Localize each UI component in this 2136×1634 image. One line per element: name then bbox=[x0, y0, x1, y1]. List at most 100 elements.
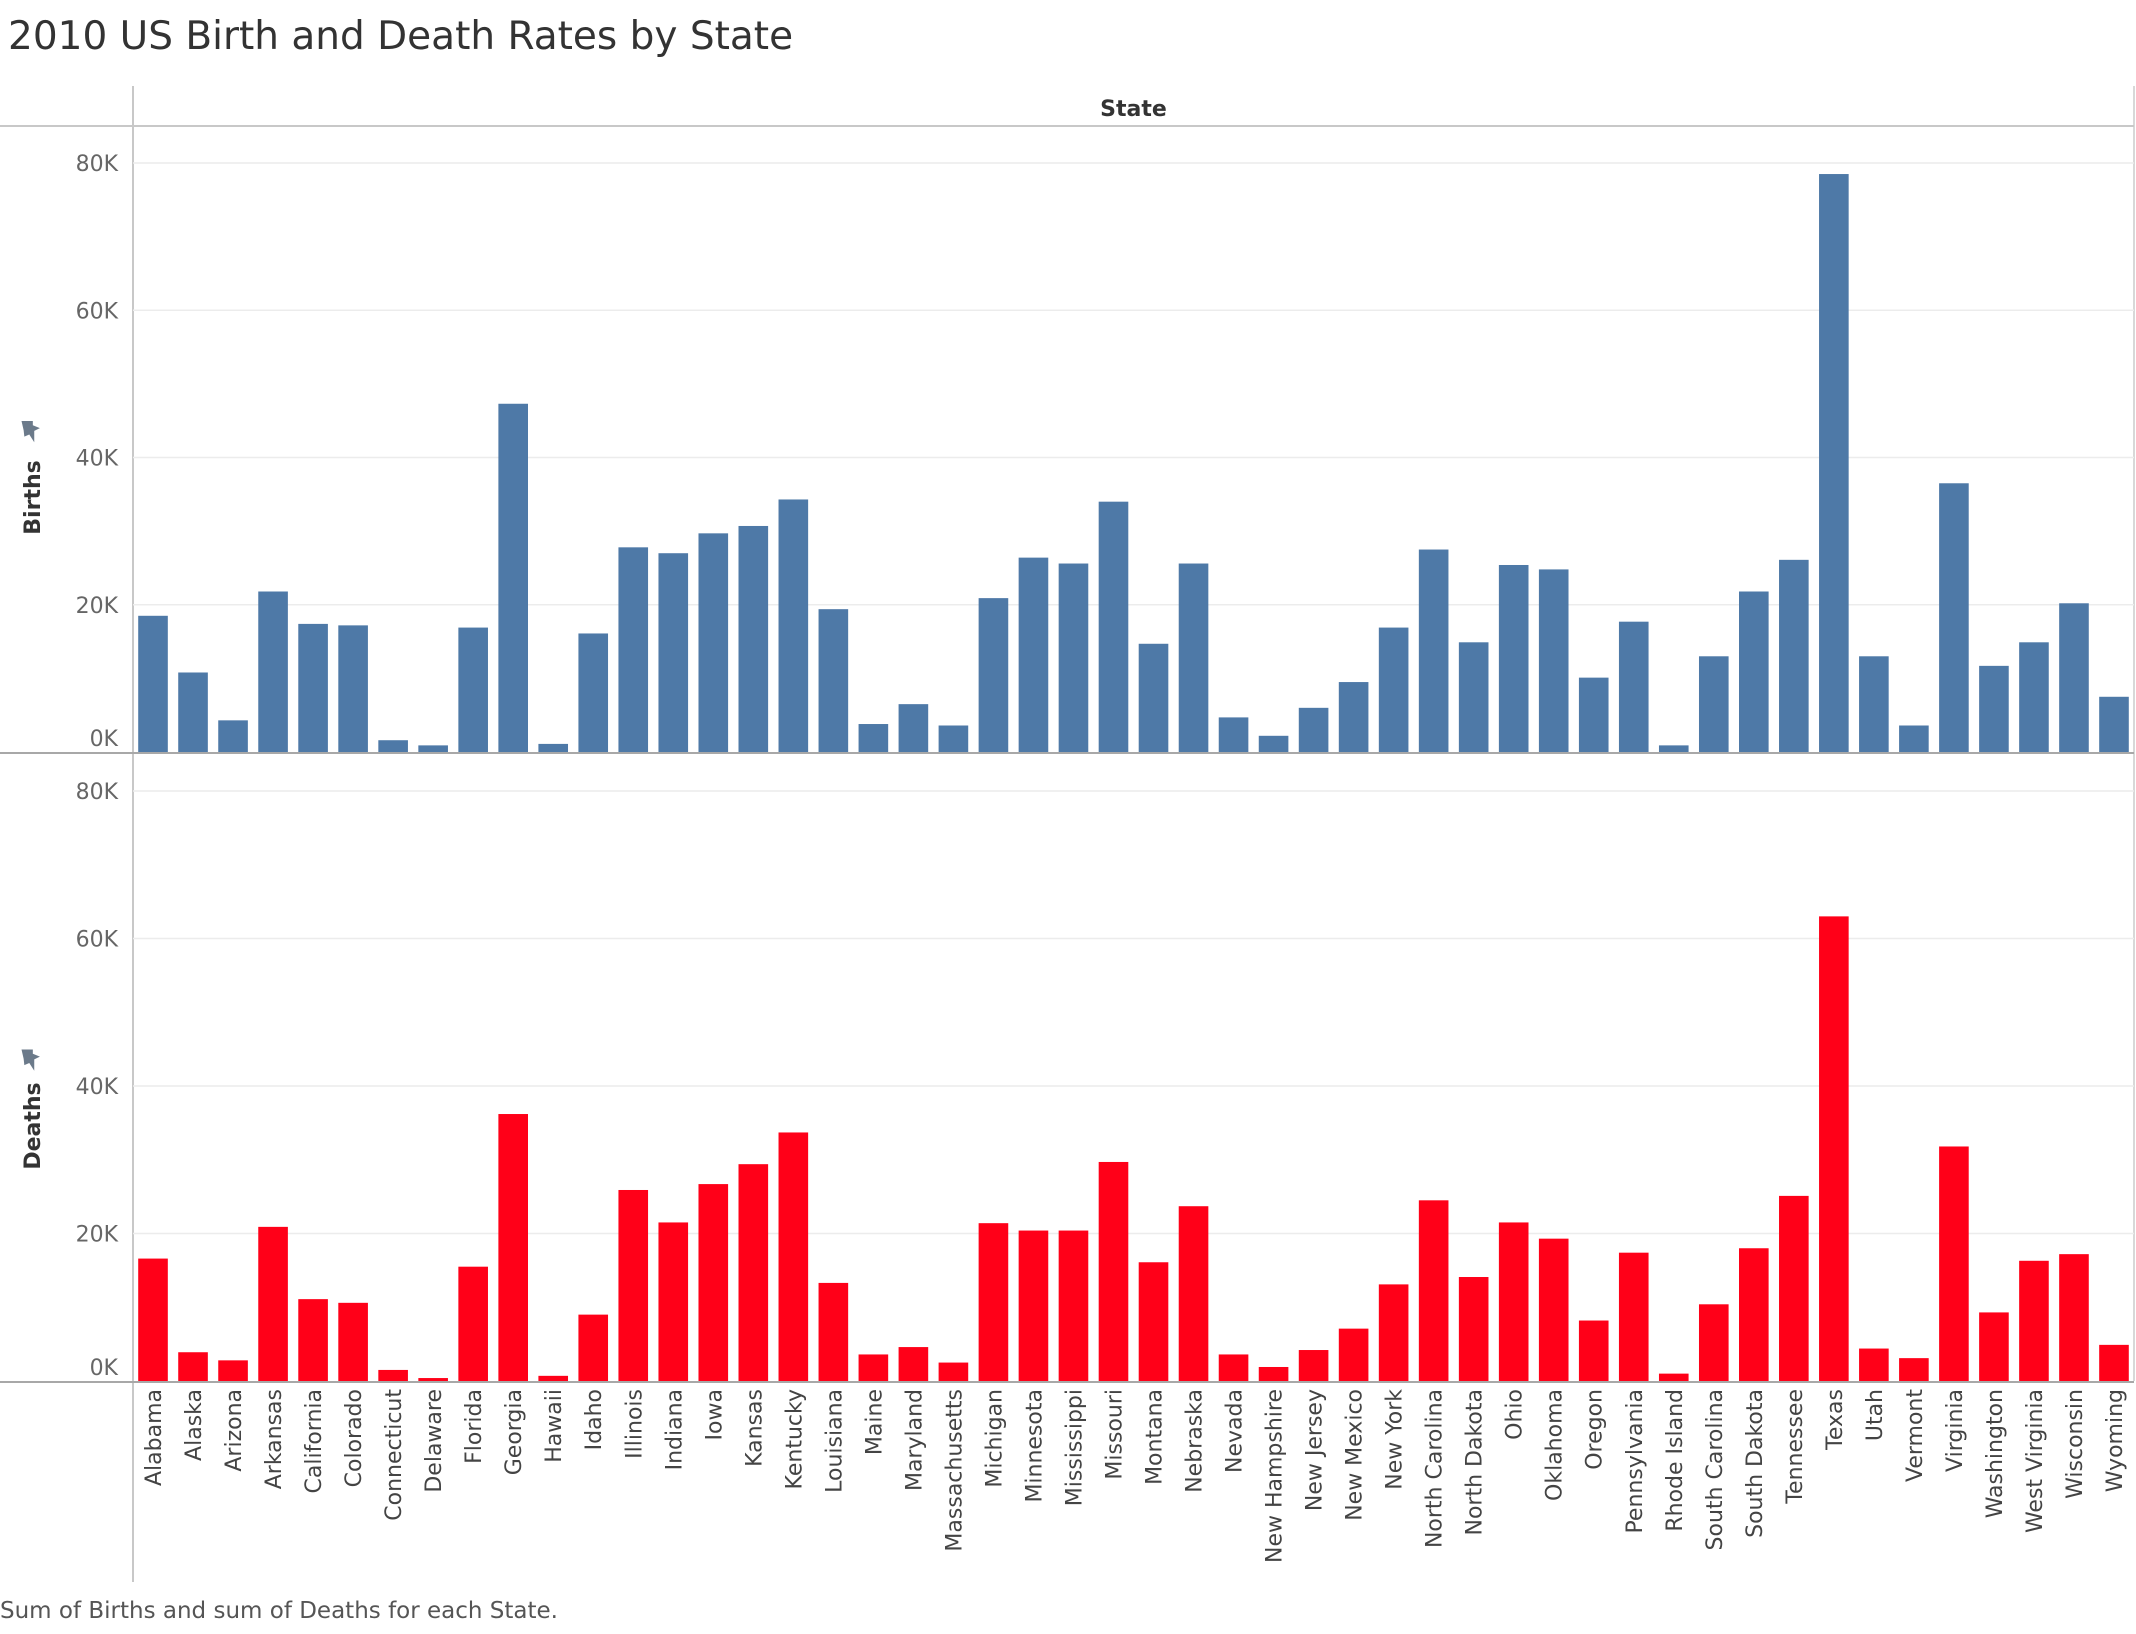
bar-deaths[interactable] bbox=[1458, 1277, 1489, 1381]
bar-deaths[interactable] bbox=[298, 1299, 328, 1381]
bar-births[interactable] bbox=[138, 615, 168, 752]
bar-births[interactable] bbox=[378, 740, 408, 752]
bar-births[interactable] bbox=[1298, 707, 1329, 752]
bar-births[interactable] bbox=[1939, 483, 1969, 752]
bar-births[interactable] bbox=[1338, 682, 1369, 752]
bar-births[interactable] bbox=[1819, 174, 1849, 752]
bar-births[interactable] bbox=[1578, 677, 1609, 752]
bar-births[interactable] bbox=[578, 633, 609, 752]
bar-births[interactable] bbox=[1538, 569, 1569, 752]
bar-births[interactable] bbox=[1658, 745, 1689, 752]
bar-births[interactable] bbox=[738, 525, 769, 752]
bar-births[interactable] bbox=[1979, 665, 2009, 752]
bar-births[interactable] bbox=[1618, 621, 1649, 752]
bar-births[interactable] bbox=[1779, 559, 1809, 752]
bar-deaths[interactable] bbox=[1658, 1373, 1689, 1381]
bar-deaths[interactable] bbox=[778, 1132, 809, 1381]
bar-deaths[interactable] bbox=[698, 1184, 729, 1381]
bar-deaths[interactable] bbox=[458, 1266, 488, 1381]
bar-deaths[interactable] bbox=[1819, 916, 1849, 1381]
bar-deaths[interactable] bbox=[2099, 1344, 2129, 1381]
bar-deaths[interactable] bbox=[178, 1352, 208, 1381]
bar-births[interactable] bbox=[1378, 627, 1409, 752]
bar-births[interactable] bbox=[2059, 603, 2089, 752]
bar-births[interactable] bbox=[338, 625, 368, 752]
bar-deaths[interactable] bbox=[1538, 1238, 1569, 1381]
bar-deaths[interactable] bbox=[978, 1223, 1009, 1381]
bar-deaths[interactable] bbox=[2059, 1254, 2089, 1381]
bar-births[interactable] bbox=[1218, 717, 1249, 752]
bar-births[interactable] bbox=[2099, 696, 2129, 752]
bar-deaths[interactable] bbox=[498, 1114, 528, 1381]
bar-deaths[interactable] bbox=[1258, 1366, 1289, 1381]
bar-births[interactable] bbox=[538, 743, 569, 752]
bar-deaths[interactable] bbox=[1218, 1354, 1249, 1381]
bar-deaths[interactable] bbox=[1178, 1206, 1209, 1381]
bar-deaths[interactable] bbox=[938, 1362, 969, 1381]
bar-births[interactable] bbox=[858, 724, 889, 752]
bar-births[interactable] bbox=[2019, 642, 2049, 752]
bar-deaths[interactable] bbox=[218, 1360, 248, 1381]
bar-births[interactable] bbox=[1859, 656, 1889, 752]
bar-births[interactable] bbox=[698, 533, 729, 752]
bar-births[interactable] bbox=[218, 720, 248, 752]
bar-deaths[interactable] bbox=[258, 1226, 288, 1381]
bar-births[interactable] bbox=[1138, 643, 1169, 752]
bar-births[interactable] bbox=[1418, 549, 1449, 752]
pin-icon[interactable] bbox=[15, 1044, 44, 1073]
bar-deaths[interactable] bbox=[618, 1189, 649, 1381]
bar-births[interactable] bbox=[1258, 735, 1289, 752]
bar-births[interactable] bbox=[418, 745, 448, 752]
pin-icon[interactable] bbox=[15, 415, 44, 444]
bar-deaths[interactable] bbox=[1098, 1161, 1129, 1381]
bar-deaths[interactable] bbox=[818, 1282, 849, 1381]
bar-deaths[interactable] bbox=[378, 1369, 408, 1381]
bar-births[interactable] bbox=[818, 609, 849, 752]
bar-deaths[interactable] bbox=[1418, 1200, 1449, 1381]
bar-deaths[interactable] bbox=[1578, 1320, 1609, 1381]
bar-births[interactable] bbox=[1458, 642, 1489, 752]
bar-births[interactable] bbox=[178, 672, 208, 752]
bar-births[interactable] bbox=[298, 623, 328, 752]
bar-deaths[interactable] bbox=[658, 1222, 689, 1381]
bar-births[interactable] bbox=[1178, 563, 1209, 752]
bar-deaths[interactable] bbox=[1739, 1248, 1769, 1381]
bar-deaths[interactable] bbox=[138, 1258, 168, 1381]
bar-births[interactable] bbox=[938, 725, 969, 752]
bar-births[interactable] bbox=[1098, 501, 1129, 752]
bar-deaths[interactable] bbox=[538, 1375, 569, 1381]
bar-births[interactable] bbox=[898, 704, 929, 752]
bar-births[interactable] bbox=[1498, 564, 1529, 752]
bar-deaths[interactable] bbox=[1899, 1358, 1929, 1381]
bar-deaths[interactable] bbox=[1859, 1348, 1889, 1381]
bar-births[interactable] bbox=[1698, 656, 1729, 752]
bar-deaths[interactable] bbox=[2019, 1260, 2049, 1381]
bar-deaths[interactable] bbox=[1018, 1230, 1049, 1381]
bar-births[interactable] bbox=[458, 627, 488, 752]
bar-births[interactable] bbox=[1058, 563, 1089, 752]
bar-births[interactable] bbox=[658, 553, 689, 752]
bar-deaths[interactable] bbox=[1939, 1146, 1969, 1381]
bar-deaths[interactable] bbox=[898, 1347, 929, 1381]
bar-deaths[interactable] bbox=[1378, 1284, 1409, 1381]
bar-deaths[interactable] bbox=[1058, 1230, 1089, 1381]
bar-deaths[interactable] bbox=[1298, 1350, 1329, 1381]
bar-births[interactable] bbox=[258, 591, 288, 752]
bar-births[interactable] bbox=[498, 403, 528, 752]
bar-deaths[interactable] bbox=[1338, 1328, 1369, 1381]
bar-deaths[interactable] bbox=[418, 1378, 448, 1381]
bar-births[interactable] bbox=[1899, 725, 1929, 752]
bar-deaths[interactable] bbox=[1698, 1304, 1729, 1381]
bar-births[interactable] bbox=[1739, 591, 1769, 752]
bar-deaths[interactable] bbox=[338, 1302, 368, 1381]
bar-births[interactable] bbox=[778, 499, 809, 752]
bar-deaths[interactable] bbox=[1498, 1222, 1529, 1381]
bar-deaths[interactable] bbox=[1138, 1262, 1169, 1381]
bar-births[interactable] bbox=[978, 598, 1009, 752]
bar-deaths[interactable] bbox=[858, 1354, 889, 1381]
bar-deaths[interactable] bbox=[1779, 1195, 1809, 1381]
bar-deaths[interactable] bbox=[738, 1164, 769, 1381]
bar-births[interactable] bbox=[1018, 557, 1049, 752]
bar-deaths[interactable] bbox=[1618, 1252, 1649, 1381]
bar-births[interactable] bbox=[618, 547, 649, 752]
